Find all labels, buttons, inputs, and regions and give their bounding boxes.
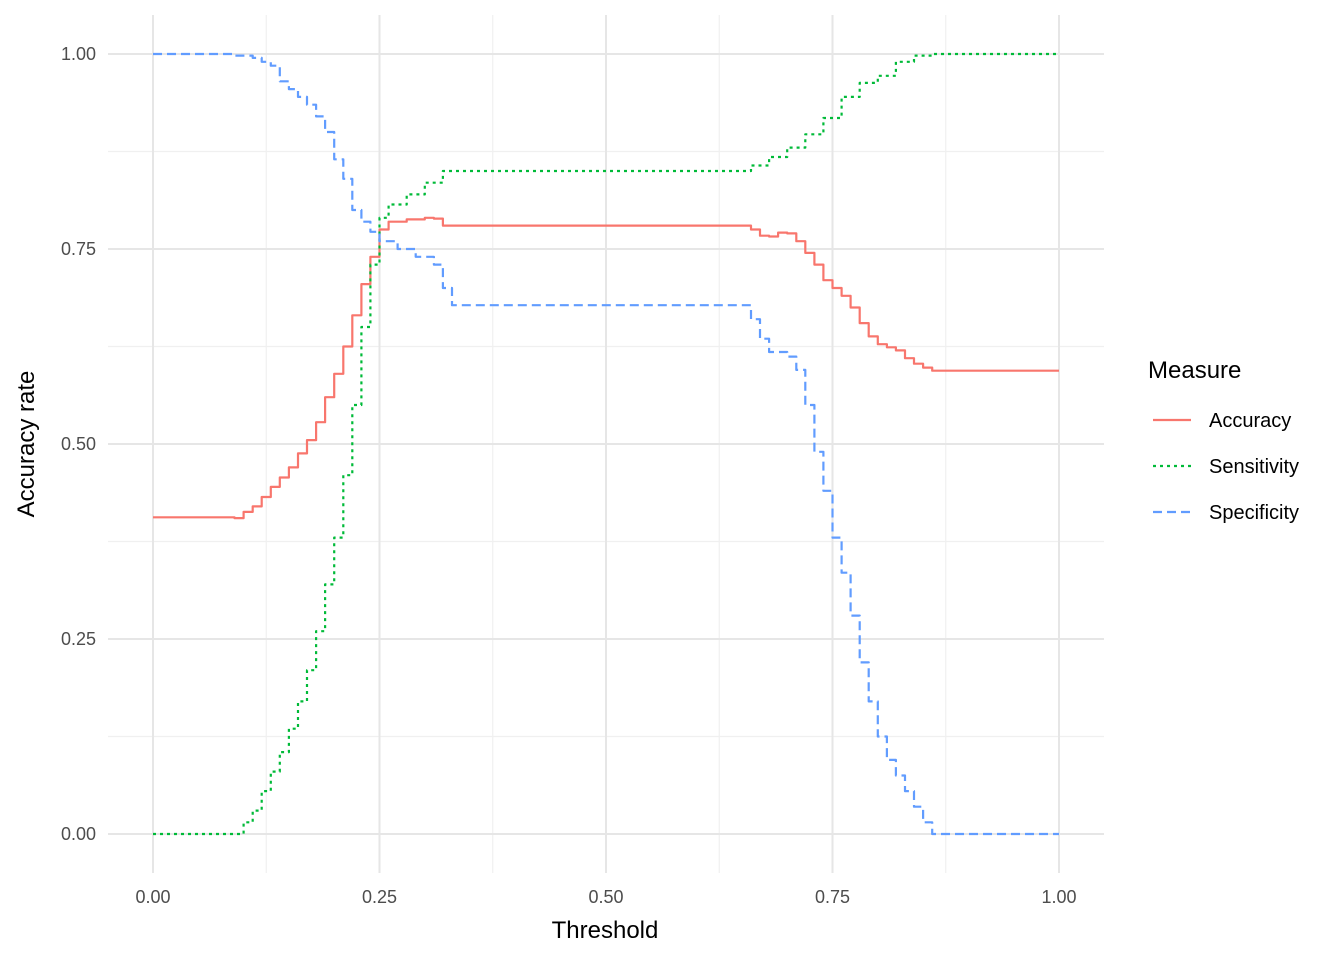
x-tick-label: 0.50	[588, 887, 623, 907]
x-tick-label: 1.00	[1041, 887, 1076, 907]
y-axis-title: Accuracy rate	[13, 371, 40, 518]
legend-items: Accuracy Sensitivity Specificity	[1153, 410, 1299, 524]
series-lines	[153, 52, 1059, 836]
legend-label-accuracy: Accuracy	[1209, 410, 1291, 432]
x-tick-label: 0.00	[135, 887, 170, 907]
x-axis-tick-labels: 0.00 0.25 0.50 0.75 1.00	[135, 887, 1076, 907]
y-tick-label: 1.00	[61, 44, 96, 64]
legend: Measure Accuracy Sensitivity Specificity	[1148, 357, 1299, 524]
y-axis-tick-labels: 0.00 0.25 0.50 0.75 1.00	[61, 44, 96, 844]
y-tick-label: 0.50	[61, 434, 96, 454]
major-gridlines	[108, 15, 1104, 873]
y-tick-label: 0.25	[61, 629, 96, 649]
y-tick-label: 0.00	[61, 824, 96, 844]
legend-label-specificity: Specificity	[1209, 502, 1299, 524]
y-tick-label: 0.75	[61, 239, 96, 259]
legend-title: Measure	[1148, 357, 1241, 384]
x-tick-label: 0.25	[362, 887, 397, 907]
legend-label-sensitivity: Sensitivity	[1209, 456, 1299, 478]
x-axis-title: Threshold	[552, 917, 659, 944]
series-line-accuracy	[153, 216, 1059, 520]
x-tick-label: 0.75	[815, 887, 850, 907]
series-line-specificity	[153, 52, 1059, 836]
